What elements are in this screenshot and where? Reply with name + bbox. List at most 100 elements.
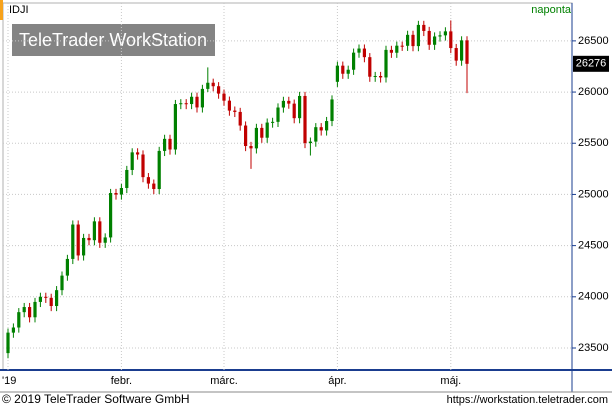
candle-body bbox=[314, 127, 318, 142]
candle-body bbox=[227, 100, 231, 111]
candle-body bbox=[330, 99, 334, 122]
plot-area bbox=[2, 2, 573, 371]
candle-body bbox=[465, 40, 469, 64]
candle-body bbox=[254, 127, 258, 149]
candle-body bbox=[98, 221, 102, 243]
candle-body bbox=[244, 125, 248, 147]
candle-body bbox=[109, 193, 113, 238]
candle-body bbox=[217, 86, 221, 94]
candle-body bbox=[319, 127, 323, 131]
candle-body bbox=[6, 332, 10, 354]
candle-body bbox=[373, 75, 377, 77]
candle-body bbox=[271, 121, 275, 123]
candle-body bbox=[28, 307, 32, 318]
candle-body bbox=[449, 31, 453, 49]
y-tick-label: 23500 bbox=[578, 342, 609, 354]
x-tick-label: febr. bbox=[111, 375, 132, 387]
candle-body bbox=[460, 40, 464, 61]
candle-body bbox=[276, 107, 280, 122]
candle-body bbox=[249, 146, 253, 149]
candle-body bbox=[76, 224, 80, 256]
candle-body bbox=[454, 48, 458, 61]
candle-body bbox=[443, 31, 447, 36]
candle-body bbox=[265, 122, 269, 138]
candle-body bbox=[125, 169, 129, 188]
candle-body bbox=[87, 237, 91, 241]
url: https://workstation.teletrader.com bbox=[447, 394, 608, 406]
x-tick-label: '19 bbox=[2, 375, 16, 387]
y-tick-label: 24500 bbox=[578, 240, 609, 252]
candle-body bbox=[211, 82, 215, 87]
candle-body bbox=[433, 36, 437, 45]
last-price-label: 26276 bbox=[576, 58, 607, 70]
candle-body bbox=[222, 93, 226, 101]
candle-body bbox=[38, 296, 42, 302]
candle-body bbox=[341, 65, 345, 74]
candle-body bbox=[92, 221, 96, 241]
candle-body bbox=[411, 34, 415, 47]
candle-body bbox=[238, 111, 242, 126]
x-tick-label: máj. bbox=[440, 375, 461, 387]
candle-body bbox=[292, 103, 296, 119]
candle-body bbox=[298, 95, 302, 119]
candle-body bbox=[22, 307, 26, 313]
candle-body bbox=[195, 96, 199, 108]
candle-body bbox=[395, 45, 399, 53]
candle-body bbox=[379, 75, 383, 78]
candle-body bbox=[184, 103, 188, 105]
x-tick-label: ápr. bbox=[328, 375, 346, 387]
candle-body bbox=[384, 49, 388, 78]
candle-body bbox=[362, 48, 366, 58]
candle-body bbox=[152, 183, 156, 190]
series-marker bbox=[0, 0, 3, 20]
candle-body bbox=[163, 138, 167, 151]
candle-body bbox=[427, 30, 431, 45]
y-tick-label: 26500 bbox=[578, 35, 609, 47]
candle-body bbox=[173, 104, 177, 150]
candle-body bbox=[335, 65, 339, 82]
candle-body bbox=[60, 275, 64, 291]
watermark-box bbox=[12, 24, 215, 56]
candle-body bbox=[136, 152, 140, 155]
candle-body bbox=[368, 57, 372, 77]
x-tick-label: márc. bbox=[210, 375, 238, 387]
candle-body bbox=[65, 258, 69, 276]
candle-body bbox=[44, 296, 48, 298]
y-tick-label: 24000 bbox=[578, 291, 609, 303]
candle-body bbox=[11, 327, 15, 333]
chart-subtitle: naponta bbox=[531, 4, 572, 16]
candle-body bbox=[33, 301, 37, 318]
candle-body bbox=[389, 49, 393, 53]
candle-body bbox=[281, 100, 285, 108]
candle-body bbox=[141, 154, 145, 178]
candle-body bbox=[206, 82, 210, 89]
candle-body bbox=[308, 141, 312, 144]
candle-body bbox=[416, 24, 420, 47]
candle-body bbox=[55, 290, 59, 307]
candle-body bbox=[103, 237, 107, 243]
candle-body bbox=[179, 103, 183, 105]
candle-body bbox=[17, 312, 21, 328]
last-price-box bbox=[573, 55, 609, 72]
candle-body bbox=[325, 121, 329, 131]
y-tick-label: 25500 bbox=[578, 137, 609, 149]
candle-body bbox=[82, 237, 86, 256]
y-tick-label: 25000 bbox=[578, 188, 609, 200]
candle-body bbox=[49, 297, 53, 307]
candle-body bbox=[168, 138, 172, 150]
candle-body bbox=[406, 34, 410, 46]
candle-body bbox=[422, 24, 426, 31]
candle-body bbox=[260, 127, 264, 138]
candle-body bbox=[146, 177, 150, 184]
chart-title: IDJI bbox=[9, 4, 29, 16]
candle-body bbox=[438, 35, 442, 37]
candle-body bbox=[200, 88, 204, 108]
copyright: © 2019 TeleTrader Software GmbH bbox=[2, 392, 190, 406]
candle-body bbox=[287, 100, 291, 104]
candle-body bbox=[346, 69, 350, 74]
candle-body bbox=[130, 152, 134, 170]
candle-body bbox=[303, 95, 307, 144]
watermark: TeleTrader WorkStation bbox=[19, 30, 207, 50]
